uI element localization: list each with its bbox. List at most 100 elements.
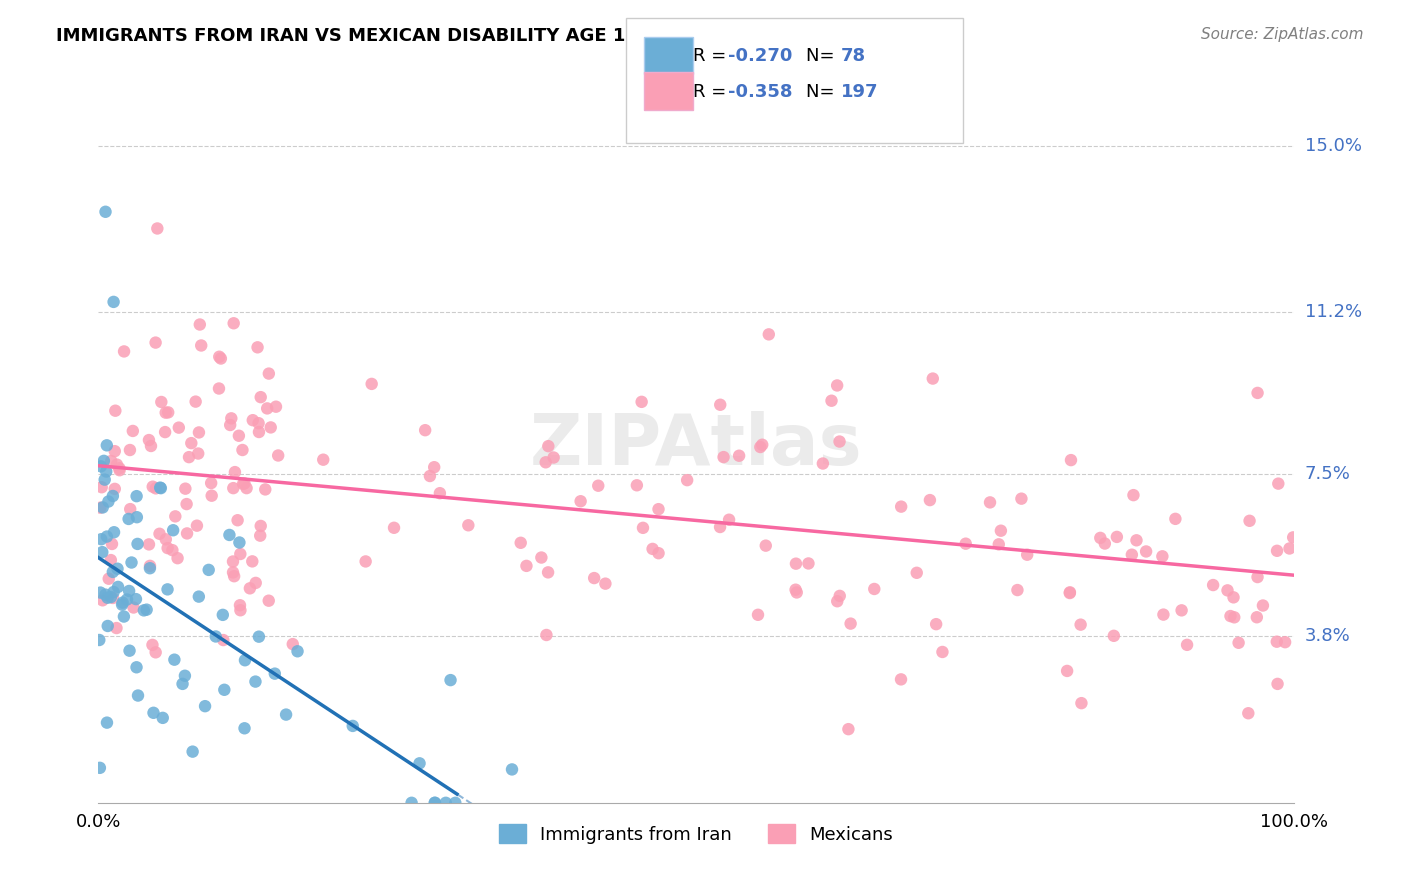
- Mexicans: [97, 572, 120, 586]
- Text: 15.0%: 15.0%: [1305, 137, 1361, 155]
- Mexicans: [166, 551, 188, 566]
- Text: IMMIGRANTS FROM IRAN VS MEXICAN DISABILITY AGE 18 TO 34 CORRELATION CHART: IMMIGRANTS FROM IRAN VS MEXICAN DISABILI…: [56, 27, 925, 45]
- Immigrants from Iran: [121, 556, 143, 570]
- Mexicans: [758, 327, 780, 342]
- Immigrants from Iran: [97, 494, 120, 508]
- Mexicans: [1056, 664, 1078, 678]
- Immigrants from Iran: [194, 699, 217, 714]
- Mexicans: [925, 617, 948, 632]
- Mexicans: [121, 424, 143, 438]
- Mexicans: [232, 476, 254, 491]
- Immigrants from Iran: [125, 660, 148, 674]
- Mexicans: [588, 479, 610, 493]
- Mexicans: [1278, 541, 1301, 556]
- Mexicans: [221, 411, 243, 425]
- Mexicans: [112, 344, 135, 359]
- Immigrants from Iran: [117, 512, 139, 526]
- Mexicans: [245, 575, 267, 590]
- Immigrants from Iran: [434, 796, 457, 810]
- Mexicans: [155, 533, 177, 547]
- Immigrants from Iran: [96, 530, 118, 544]
- Mexicans: [1135, 544, 1157, 558]
- Immigrants from Iran: [197, 563, 219, 577]
- Mexicans: [146, 221, 169, 235]
- Text: 3.8%: 3.8%: [1305, 627, 1350, 646]
- Mexicans: [174, 482, 197, 496]
- Text: -0.270: -0.270: [728, 47, 793, 65]
- Mexicans: [153, 425, 176, 439]
- Text: -0.358: -0.358: [728, 83, 793, 101]
- Immigrants from Iran: [94, 204, 117, 219]
- Mexicans: [825, 378, 848, 392]
- Mexicans: [254, 483, 277, 497]
- Mexicans: [157, 405, 180, 419]
- Immigrants from Iran: [103, 294, 125, 309]
- Mexicans: [260, 420, 283, 434]
- Text: ZIPAtlas: ZIPAtlas: [530, 411, 862, 481]
- Mexicans: [231, 442, 253, 457]
- Mexicans: [118, 443, 141, 458]
- Mexicans: [751, 438, 773, 452]
- Mexicans: [249, 529, 271, 543]
- Mexicans: [145, 481, 167, 495]
- Mexicans: [201, 489, 224, 503]
- Mexicans: [105, 621, 128, 635]
- Mexicans: [242, 413, 264, 427]
- Immigrants from Iran: [163, 653, 186, 667]
- Immigrants from Iran: [127, 537, 149, 551]
- Mexicans: [382, 521, 405, 535]
- Immigrants from Iran: [89, 632, 111, 647]
- Mexicans: [890, 673, 912, 687]
- Text: 78: 78: [841, 47, 866, 65]
- Immigrants from Iran: [127, 689, 149, 703]
- Mexicans: [186, 518, 208, 533]
- Mexicans: [354, 554, 377, 568]
- Immigrants from Iran: [152, 711, 174, 725]
- Mexicans: [979, 495, 1001, 509]
- Mexicans: [534, 455, 557, 469]
- Immigrants from Iran: [132, 603, 155, 617]
- Mexicans: [536, 628, 558, 642]
- Mexicans: [229, 603, 252, 617]
- Mexicans: [1170, 603, 1192, 617]
- Mexicans: [1239, 514, 1261, 528]
- Mexicans: [1059, 586, 1081, 600]
- Immigrants from Iran: [90, 459, 112, 474]
- Mexicans: [176, 526, 198, 541]
- Mexicans: [256, 401, 278, 416]
- Mexicans: [785, 557, 807, 571]
- Mexicans: [190, 338, 212, 352]
- Mexicans: [226, 513, 249, 527]
- Mexicans: [1090, 531, 1112, 545]
- Mexicans: [200, 476, 222, 491]
- Mexicans: [1251, 599, 1274, 613]
- Immigrants from Iran: [118, 643, 141, 657]
- Mexicans: [108, 461, 131, 475]
- Mexicans: [224, 569, 246, 583]
- Immigrants from Iran: [96, 715, 118, 730]
- Mexicans: [987, 537, 1010, 551]
- Mexicans: [212, 633, 235, 648]
- Mexicans: [543, 450, 565, 465]
- Mexicans: [921, 371, 943, 385]
- Mexicans: [583, 571, 606, 585]
- Mexicans: [1059, 585, 1081, 599]
- Mexicans: [222, 316, 245, 330]
- Mexicans: [626, 478, 648, 492]
- Immigrants from Iran: [97, 619, 120, 633]
- Mexicans: [1274, 635, 1296, 649]
- Immigrants from Iran: [115, 592, 138, 607]
- Mexicans: [188, 318, 211, 332]
- Mexicans: [228, 429, 250, 443]
- Mexicans: [413, 423, 436, 437]
- Mexicans: [839, 616, 862, 631]
- Mexicans: [177, 450, 200, 464]
- Immigrants from Iran: [342, 719, 364, 733]
- Immigrants from Iran: [103, 525, 125, 540]
- Mexicans: [145, 335, 167, 350]
- Mexicans: [142, 480, 165, 494]
- Mexicans: [249, 390, 271, 404]
- Mexicans: [247, 416, 270, 430]
- Mexicans: [267, 449, 290, 463]
- Mexicans: [208, 382, 231, 396]
